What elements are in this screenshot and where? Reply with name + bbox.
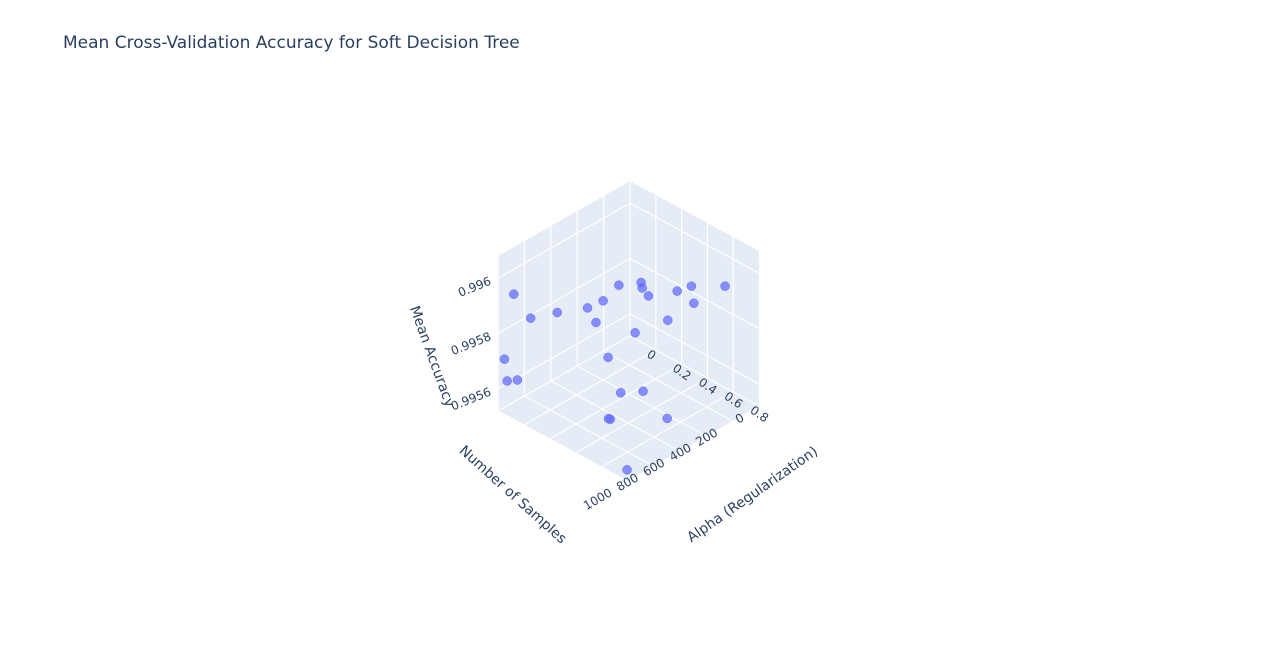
chart-title: Mean Cross-Validation Accuracy for Soft … <box>63 33 520 53</box>
data-point[interactable] <box>638 386 648 396</box>
data-point[interactable] <box>502 376 512 386</box>
axis-panes <box>498 181 759 481</box>
data-point[interactable] <box>603 413 614 424</box>
grid-y-floor <box>600 391 734 468</box>
x-axis-title: Number of Samples <box>456 443 570 548</box>
data-point[interactable] <box>672 286 682 296</box>
z-axis-title: Mean Accuracy <box>406 304 457 410</box>
data-point[interactable] <box>525 313 536 323</box>
data-point[interactable] <box>603 352 613 363</box>
data-point[interactable] <box>591 317 601 328</box>
data-point[interactable] <box>663 315 673 325</box>
grid-z-wall-b <box>629 202 760 274</box>
grid-x-floor <box>497 410 628 482</box>
grid-x-floor <box>576 365 707 437</box>
data-point[interactable] <box>689 298 699 309</box>
grid-y-floor <box>497 335 631 412</box>
data-point[interactable] <box>662 413 672 424</box>
floor-pane <box>498 336 759 481</box>
grid-z-wall-a <box>497 202 631 279</box>
data-point[interactable] <box>686 281 697 291</box>
grid-z-wall-a <box>497 257 631 335</box>
data-point[interactable] <box>598 296 608 306</box>
grid-y-floor <box>523 349 657 426</box>
z-tick-label: 0.9958 <box>449 329 493 358</box>
z-tick-label: 0.996 <box>456 274 493 300</box>
data-point[interactable] <box>630 328 640 338</box>
data-point[interactable] <box>720 281 730 291</box>
grid-x-floor <box>524 395 654 467</box>
data-point[interactable] <box>582 303 593 313</box>
grid-x-floor <box>550 380 681 452</box>
grid-y-floor <box>575 377 708 454</box>
data-point[interactable] <box>643 291 654 301</box>
data-point[interactable] <box>622 465 632 475</box>
grid-z-wall-b <box>629 313 760 385</box>
data-point[interactable] <box>499 354 510 364</box>
data-point[interactable] <box>512 375 523 385</box>
data-point[interactable] <box>615 388 626 398</box>
data-point[interactable] <box>636 277 646 288</box>
data-point[interactable] <box>552 307 562 318</box>
data-point[interactable] <box>614 280 624 290</box>
data-point[interactable] <box>509 289 519 299</box>
x-tick-label: 1000 <box>581 485 614 512</box>
grid-x-floor <box>603 350 733 422</box>
data-points <box>499 277 730 475</box>
grid-y-floor <box>549 363 682 440</box>
grid-x-floor <box>629 335 760 407</box>
y-axis-title: Alpha (Regularization) <box>684 444 821 546</box>
grid-z-wall-b <box>629 257 760 330</box>
